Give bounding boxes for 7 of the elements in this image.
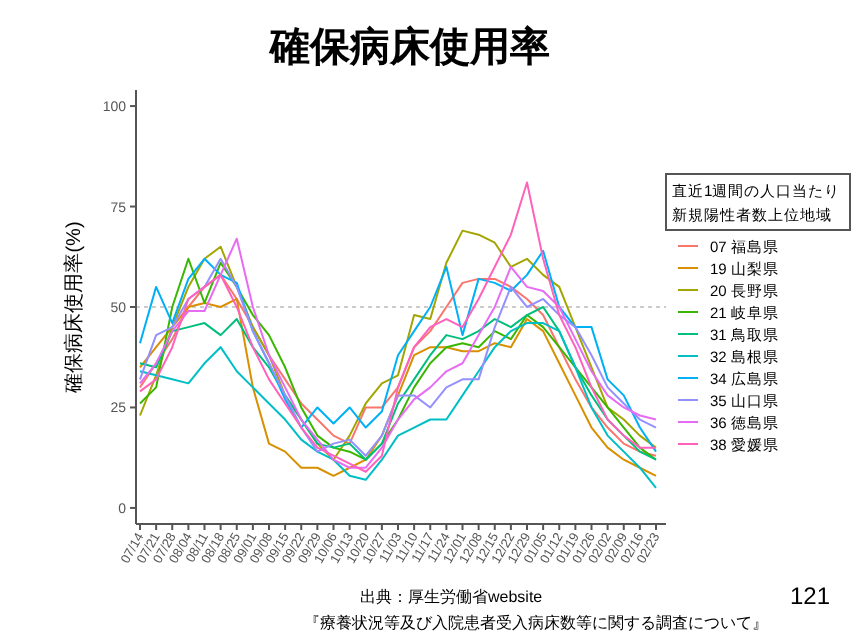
y-axis-title: 確保病床使用率(%) bbox=[62, 221, 86, 395]
line-series bbox=[139, 181, 657, 473]
source-note: 出典：厚生労働省website bbox=[360, 588, 544, 606]
text: 『療養状況等及び入院患者受入病床数等に関する調査について』 bbox=[304, 614, 768, 632]
text: 121 bbox=[789, 582, 831, 610]
chart-title: 確保病床使用率 bbox=[268, 24, 550, 70]
line-series bbox=[139, 322, 657, 489]
